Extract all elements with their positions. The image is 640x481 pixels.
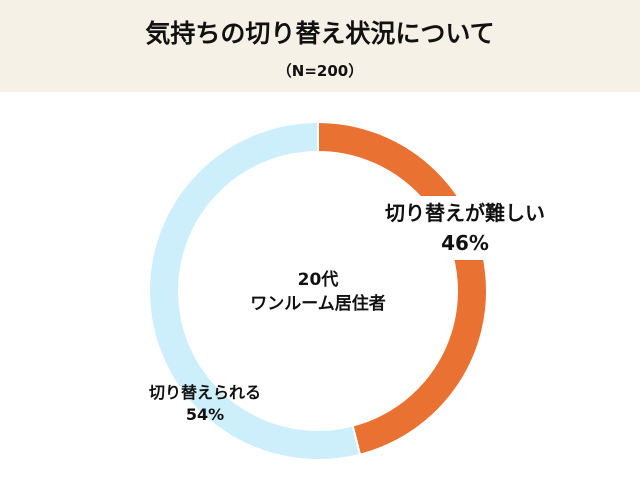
value-label: 54% bbox=[185, 405, 225, 424]
category-label: 切り替えが難しい bbox=[385, 201, 545, 225]
category-label: 切り替えられる bbox=[148, 383, 261, 402]
slice-label-can-switch: 切り替えられる 54% bbox=[130, 382, 280, 426]
donut-slice-1 bbox=[148, 120, 362, 461]
center-label-line: 20代 bbox=[297, 270, 339, 290]
slice-label-difficult: 切り替えが難しい 46% bbox=[372, 196, 558, 260]
value-label: 46% bbox=[441, 231, 489, 255]
header-band: 気持ちの切り替え状況について （N=200） bbox=[0, 0, 640, 92]
center-label: 20代 ワンルーム居住者 bbox=[218, 268, 418, 316]
chart-title: 気持ちの切り替え状況について bbox=[145, 19, 495, 48]
chart-subtitle: （N=200） bbox=[276, 62, 364, 80]
center-label-line: ワンルーム居住者 bbox=[250, 294, 386, 314]
